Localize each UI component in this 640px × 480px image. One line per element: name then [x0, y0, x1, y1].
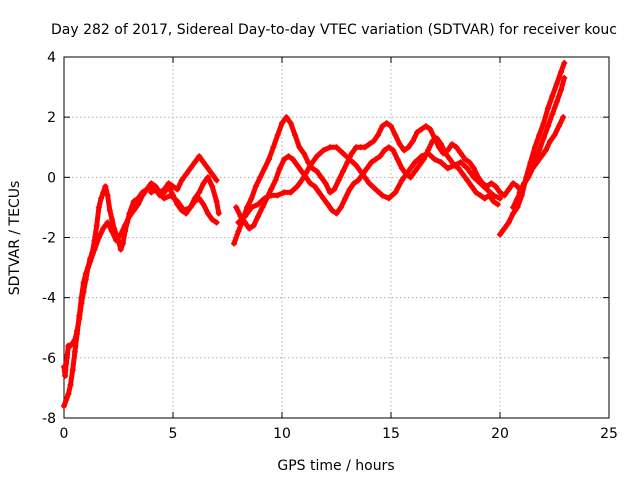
series-9 [516, 114, 567, 196]
x-tick-label: 0 [60, 426, 69, 442]
x-tick-label: 10 [273, 426, 291, 442]
y-tick-label: 2 [47, 110, 56, 126]
series-1 [61, 153, 220, 379]
series-trace [235, 144, 503, 225]
y-tick-label: -8 [42, 411, 56, 427]
series-7 [497, 60, 568, 238]
chart-title: Day 282 of 2017, Sidereal Day-to-day VTE… [51, 22, 617, 38]
x-tick-label: 5 [169, 426, 178, 442]
series-6 [235, 144, 503, 226]
y-tick-label: -6 [42, 351, 56, 367]
y-axis-label: SDTVAR / TECUs [7, 181, 23, 296]
series-3 [148, 174, 222, 217]
x-axis-label: GPS time / hours [277, 458, 394, 474]
y-tick-label: 4 [47, 50, 56, 66]
series-4 [231, 114, 525, 247]
series-trace [61, 183, 220, 409]
y-tick-label: -2 [42, 231, 56, 247]
series-trace [231, 114, 525, 246]
x-tick-label: 25 [600, 426, 618, 442]
x-tick-label: 20 [491, 426, 509, 442]
series-trace [517, 114, 566, 195]
y-tick-label: -4 [42, 291, 56, 307]
gridlines [64, 57, 609, 418]
axis-ticks: 0 5 10 15 20 25 -8 -6 -4 -2 0 2 4 [42, 50, 618, 442]
series-trace [148, 174, 222, 216]
y-tick-label: 0 [47, 170, 56, 186]
series-trace [497, 60, 567, 237]
x-tick-label: 15 [382, 426, 400, 442]
data-points [61, 60, 568, 409]
